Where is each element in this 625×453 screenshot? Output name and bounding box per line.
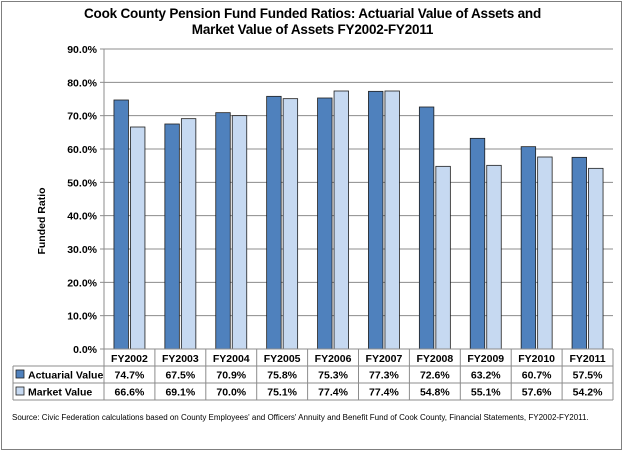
data-label: 60.7%: [522, 370, 552, 382]
legend-swatch: [15, 369, 25, 379]
bar-actuarial-fy2009: [469, 137, 486, 350]
y-tick-label: 20.0%: [67, 277, 97, 289]
data-label: 66.6%: [115, 387, 145, 399]
x-category-label: FY2002: [111, 353, 148, 365]
bar-market-fy2003: [180, 118, 197, 350]
data-label: 55.1%: [471, 387, 501, 399]
data-label: 70.0%: [216, 387, 246, 399]
x-category-label: FY2009: [467, 353, 504, 365]
bar-market-fy2009: [486, 164, 502, 350]
data-label: 77.4%: [369, 387, 399, 399]
bar-actuarial-fy2010: [520, 146, 537, 350]
chart-title: Cook County Pension Fund Funded Ratios: …: [0, 6, 625, 38]
legend-label: Market Value: [28, 387, 92, 399]
bar-market-fy2002: [130, 126, 146, 350]
y-tick-label: 0.0%: [73, 344, 98, 356]
data-label: 54.2%: [573, 387, 603, 399]
x-category-label: FY2005: [264, 353, 301, 365]
bar-market-fy2007: [384, 90, 400, 350]
data-label: 57.6%: [522, 387, 552, 399]
bar-market-fy2005: [282, 98, 299, 350]
bar-actuarial-fy2002: [113, 99, 129, 350]
y-tick-label: 70.0%: [67, 111, 97, 123]
data-label: 69.1%: [165, 387, 195, 399]
data-label: 74.7%: [115, 370, 145, 382]
bar-actuarial-fy2005: [266, 95, 282, 350]
y-tick-label: 80.0%: [67, 77, 97, 89]
data-label: 57.5%: [573, 370, 603, 382]
legend-label: Actuarial Value: [28, 370, 103, 382]
x-category-label: FY2011: [569, 353, 605, 365]
source-note: Source: Civic Federation calculations ba…: [12, 413, 589, 422]
bar-actuarial-fy2008: [418, 106, 435, 350]
data-label: 63.2%: [471, 370, 501, 382]
bar-market-fy2010: [537, 156, 553, 350]
x-category-label: FY2008: [416, 353, 453, 365]
x-category-label: FY2010: [518, 353, 555, 365]
bar-actuarial-fy2004: [215, 112, 231, 350]
bar-market-fy2006: [333, 90, 349, 350]
data-label: 77.3%: [369, 370, 399, 382]
x-category-label: FY2006: [315, 353, 352, 365]
bar-actuarial-fy2011: [571, 156, 587, 350]
bar-market-fy2004: [231, 115, 248, 350]
x-category-label: FY2004: [213, 353, 250, 365]
y-tick-label: 40.0%: [67, 211, 97, 223]
legend-swatch: [15, 386, 25, 396]
data-label: 75.3%: [318, 370, 348, 382]
y-tick-label: 60.0%: [67, 144, 97, 156]
y-tick-label: 90.0%: [67, 44, 97, 56]
data-label: 75.8%: [267, 370, 297, 382]
y-tick-label: 50.0%: [67, 177, 97, 189]
bar-market-fy2008: [435, 165, 451, 350]
bar-actuarial-fy2006: [317, 97, 333, 350]
data-label: 70.9%: [216, 370, 246, 382]
data-label: 72.6%: [420, 370, 450, 382]
data-label: 77.4%: [318, 387, 348, 399]
y-tick-label: 30.0%: [67, 244, 97, 256]
bar-market-fy2011: [588, 167, 604, 350]
x-category-label: FY2007: [366, 353, 403, 365]
chart-title-line-1: Cook County Pension Fund Funded Ratios: …: [84, 6, 541, 21]
bar-actuarial-fy2003: [164, 123, 180, 350]
chart-title-line-2: Market Value of Assets FY2002-FY2011: [191, 22, 434, 37]
y-tick-label: 10.0%: [67, 311, 97, 323]
data-label: 67.5%: [165, 370, 195, 382]
data-label: 54.8%: [420, 387, 450, 399]
data-label: 75.1%: [267, 387, 297, 399]
bar-actuarial-fy2007: [368, 90, 384, 350]
x-category-label: FY2003: [162, 353, 199, 365]
